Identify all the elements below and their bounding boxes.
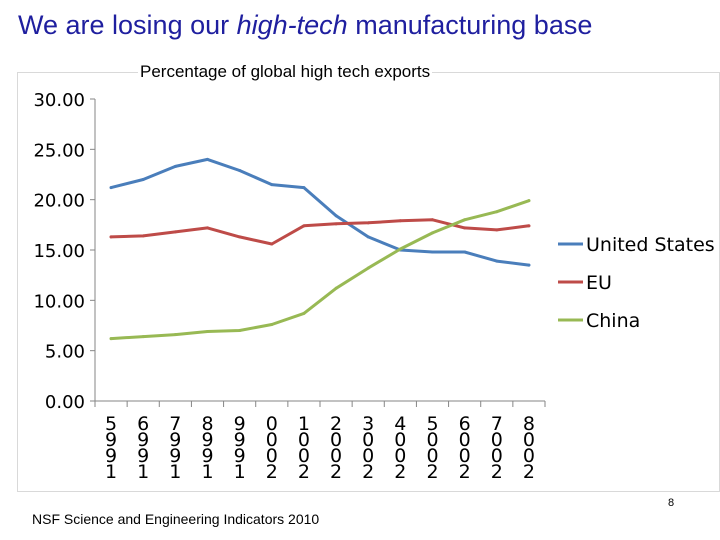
data-point-eu: [109, 235, 113, 239]
y-tick-label: 5.00: [45, 342, 85, 363]
source-note: NSF Science and Engineering Indicators 2…: [32, 511, 320, 527]
y-tick-label: 10.00: [33, 291, 85, 312]
slide-title: We are losing our high-tech manufacturin…: [18, 10, 718, 41]
data-point-united-states: [173, 164, 177, 168]
data-point-china: [527, 199, 531, 203]
data-point-china: [431, 231, 434, 235]
data-point-eu: [431, 218, 434, 222]
data-point-united-states: [463, 250, 467, 254]
data-point-china: [302, 311, 306, 315]
data-point-united-states: [206, 157, 209, 161]
data-point-eu: [238, 235, 242, 239]
legend-label: United States: [586, 234, 715, 256]
data-point-united-states: [366, 235, 370, 239]
data-point-china: [206, 330, 209, 334]
data-point-china: [109, 337, 113, 341]
data-point-eu: [366, 221, 370, 225]
data-point-eu: [398, 219, 402, 223]
data-point-united-states: [334, 214, 338, 218]
data-point-eu: [141, 234, 145, 238]
data-point-china: [270, 322, 274, 326]
data-point-eu: [302, 224, 306, 228]
slide-title-post: manufacturing base: [347, 10, 593, 40]
data-point-eu: [173, 230, 177, 234]
page-number: 8: [668, 497, 675, 509]
series-line-united-states: [109, 157, 531, 267]
slide-title-emphasis: high-tech: [236, 10, 348, 40]
data-point-eu: [495, 228, 499, 232]
data-point-eu: [206, 226, 209, 230]
data-point-eu: [334, 222, 338, 226]
y-tick-label: 30.00: [33, 90, 85, 111]
legend-label: EU: [586, 272, 612, 294]
data-point-united-states: [302, 186, 306, 190]
y-tick-label: 0.00: [45, 392, 85, 413]
data-point-united-states: [141, 178, 145, 182]
data-point-eu: [270, 242, 274, 246]
data-point-eu: [527, 224, 531, 228]
data-point-china: [238, 329, 242, 333]
data-point-china: [173, 333, 177, 337]
data-point-united-states: [109, 186, 113, 190]
data-point-china: [463, 218, 467, 222]
data-point-eu: [463, 226, 467, 230]
data-point-china: [366, 266, 370, 270]
legend-label: China: [586, 310, 640, 332]
data-point-united-states: [495, 259, 499, 263]
data-point-united-states: [238, 168, 242, 172]
data-point-china: [398, 247, 402, 251]
data-point-china: [141, 335, 145, 339]
y-tick-label: 15.00: [33, 241, 85, 262]
slide-title-pre: We are losing our: [18, 10, 237, 40]
y-tick-label: 25.00: [33, 140, 85, 161]
series-line-china: [109, 199, 531, 341]
data-point-united-states: [270, 183, 274, 187]
data-point-united-states: [527, 263, 531, 267]
y-tick-label: 20.00: [33, 191, 85, 212]
chart-title: Percentage of global high tech exports: [138, 62, 433, 82]
data-point-china: [334, 286, 338, 290]
data-point-china: [495, 210, 499, 214]
series-line-eu: [109, 218, 531, 246]
data-point-united-states: [431, 250, 434, 254]
